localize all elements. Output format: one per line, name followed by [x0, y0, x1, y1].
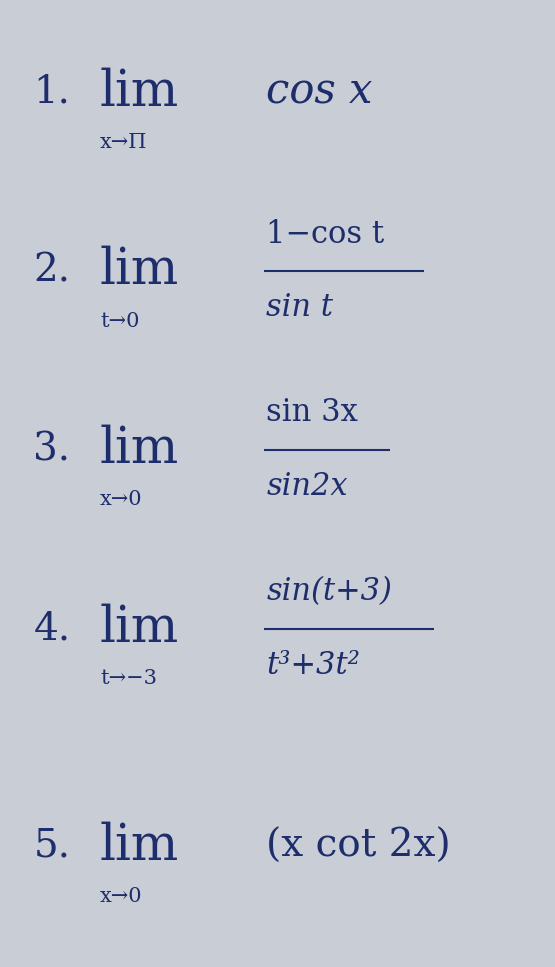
Text: t→−3: t→−3	[100, 669, 157, 689]
Text: sin(t+3): sin(t+3)	[266, 576, 392, 607]
Text: sin2x: sin2x	[266, 471, 348, 502]
Text: 4.: 4.	[33, 610, 70, 647]
Text: sin 3x: sin 3x	[266, 397, 359, 428]
Text: 5.: 5.	[33, 828, 70, 864]
Text: (x cot 2x): (x cot 2x)	[266, 828, 451, 864]
Text: 1.: 1.	[33, 73, 70, 110]
Text: x→0: x→0	[100, 887, 143, 906]
Text: 3.: 3.	[33, 431, 70, 468]
Text: sin t: sin t	[266, 292, 334, 323]
Text: t³+3t²: t³+3t²	[266, 650, 360, 681]
Text: x→Π: x→Π	[100, 132, 147, 152]
Text: 1−cos t: 1−cos t	[266, 219, 385, 249]
Text: lim: lim	[100, 425, 179, 475]
Text: cos x: cos x	[266, 71, 373, 113]
Text: lim: lim	[100, 821, 179, 871]
Text: 2.: 2.	[33, 252, 70, 289]
Text: lim: lim	[100, 246, 179, 296]
Text: lim: lim	[100, 67, 179, 117]
Text: x→0: x→0	[100, 490, 143, 510]
Text: lim: lim	[100, 603, 179, 654]
Text: t→0: t→0	[100, 311, 139, 331]
